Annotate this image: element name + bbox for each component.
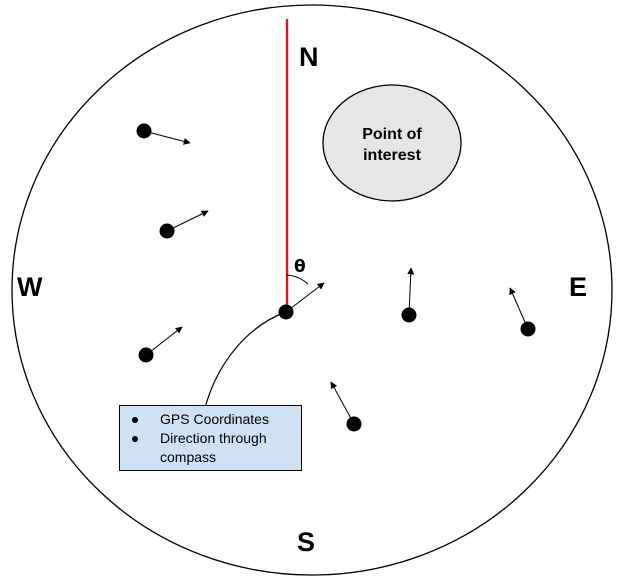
north-label: N xyxy=(299,42,319,72)
legend-item-gps: GPS Coordinates xyxy=(130,410,295,429)
gps-node xyxy=(401,307,417,323)
point-of-interest-label-line1: Point of xyxy=(362,126,422,143)
south-label: S xyxy=(297,527,315,557)
direction-arrow xyxy=(407,267,415,316)
gps-node xyxy=(136,123,152,139)
direction-arrow xyxy=(143,130,191,145)
gps-node xyxy=(346,416,362,432)
gps-node xyxy=(159,223,175,239)
gps-node xyxy=(520,321,536,337)
direction-arrow-central xyxy=(285,282,325,313)
legend-item-label: Direction through compass xyxy=(160,430,267,465)
bullet-icon xyxy=(132,417,138,423)
direction-arrow xyxy=(145,326,183,356)
gps-node-central xyxy=(278,304,294,320)
point-of-interest xyxy=(322,84,462,202)
angle-arc xyxy=(286,274,309,285)
direction-arrow xyxy=(166,210,209,232)
west-label: W xyxy=(17,272,43,302)
compass-circle xyxy=(11,4,613,576)
legend-item-label: GPS Coordinates xyxy=(160,411,269,427)
legend-list: GPS Coordinates Direction through compas… xyxy=(130,410,295,467)
gps-node xyxy=(138,347,154,363)
direction-arrow xyxy=(330,381,355,425)
legend-connector-curve xyxy=(204,311,287,409)
bullet-icon xyxy=(132,436,138,442)
east-label: E xyxy=(569,272,587,302)
legend-item-direction: Direction through compass xyxy=(130,429,295,467)
angle-theta-label: θ xyxy=(294,257,306,277)
legend-box: GPS Coordinates Direction through compas… xyxy=(119,405,302,471)
point-of-interest-label-line2: interest xyxy=(363,147,421,164)
